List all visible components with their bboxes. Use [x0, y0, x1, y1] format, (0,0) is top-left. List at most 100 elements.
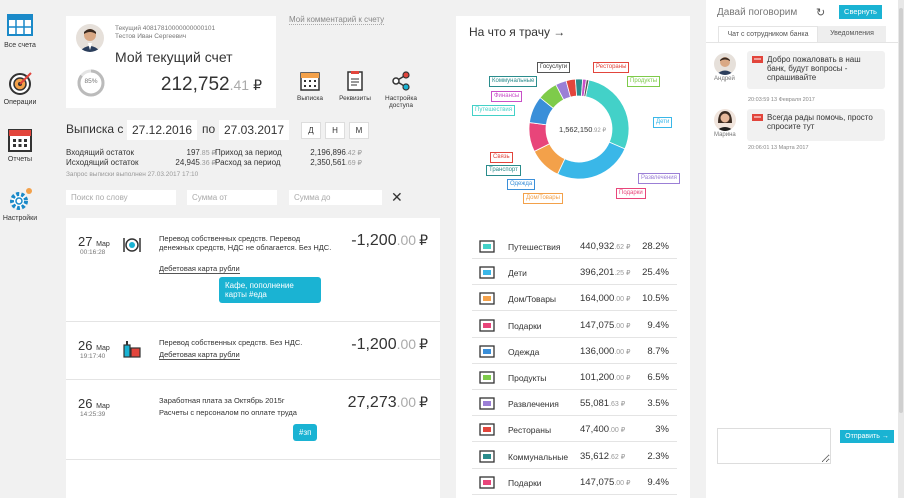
- category-name: Подарки: [508, 320, 542, 331]
- category-value: 47,400.00 ₽: [580, 424, 625, 435]
- progress-label: 85%: [84, 78, 98, 85]
- table-row[interactable]: 26 Мар 14:25:39 Заработная плата за Октя…: [66, 380, 440, 460]
- search-input[interactable]: [66, 190, 176, 205]
- category-value-int: 147,075: [580, 476, 615, 488]
- category-value-dec: .62 ₽: [614, 244, 631, 251]
- category-value: 55,081.63 ₽: [580, 398, 625, 409]
- sidebar-item-label: Отчеты: [7, 156, 33, 163]
- list-item[interactable]: Коммунальные 35,612.62 ₽ 2.3%: [472, 443, 677, 469]
- tx-date: 27 Мар: [78, 234, 110, 249]
- donut-slice[interactable]: [557, 141, 626, 180]
- donut-label: Путешествия: [472, 105, 516, 116]
- calendar-icon: [300, 72, 320, 91]
- account-card: Текущий 40817810000000000101 Тестов Иван…: [66, 16, 276, 108]
- account-owner: Тестов Иван Сергеевич: [115, 33, 187, 40]
- category-value: 147,075.00 ₽: [580, 320, 630, 331]
- account-comment-link[interactable]: Мой комментарий к счету: [289, 15, 385, 25]
- tab-bank-chat[interactable]: Чат с сотрудником банка: [718, 26, 818, 42]
- collapse-button[interactable]: Свернуть: [839, 5, 882, 19]
- list-item[interactable]: Развлечения 55,081.63 ₽ 3.5%: [472, 390, 677, 417]
- spending-title-link[interactable]: На что я трачу →: [469, 25, 566, 39]
- period-day-button[interactable]: Д: [301, 122, 321, 139]
- category-value: 164,000.00 ₽: [580, 293, 630, 304]
- donut-slice[interactable]: [583, 79, 590, 98]
- list-item[interactable]: Дом/Товары 164,000.00 ₽ 10.5%: [472, 285, 677, 312]
- tab-notifications[interactable]: Уведомления: [818, 26, 886, 42]
- graduation-cap-icon: [479, 266, 495, 279]
- list-item[interactable]: Путешествия 440,932.62 ₽ 28.2%: [472, 233, 677, 259]
- list-item[interactable]: Одежда 136,000.00 ₽ 8.7%: [472, 338, 677, 364]
- expense-value: 2,350,561.69 ₽: [310, 158, 362, 167]
- sum-to-input[interactable]: [289, 190, 382, 205]
- tx-source-link[interactable]: Дебетовая карта рубли: [159, 350, 240, 360]
- spending-total-dec: .92 ₽: [592, 128, 607, 134]
- message-bubble: Всегда рады помочь, просто спросите тут: [747, 109, 885, 141]
- income-label: Приход за период: [215, 148, 282, 157]
- list-item[interactable]: Дети 396,201.25 ₽ 25.4%: [472, 259, 677, 286]
- message-icon: [752, 114, 763, 121]
- table-row[interactable]: 26 Мар 19:17:40 Перевод собственных сред…: [66, 322, 440, 380]
- period-month-button[interactable]: М: [349, 122, 369, 139]
- tx-date: 26 Мар: [78, 338, 110, 353]
- chat-message-input[interactable]: [717, 428, 831, 464]
- list-item[interactable]: Продукты 101,200.00 ₽ 6.5%: [472, 364, 677, 390]
- category-percent: 9.4%: [647, 476, 669, 488]
- incoming-label: Входящий остаток: [66, 148, 134, 157]
- grid-icon: [7, 14, 33, 36]
- period-week-button[interactable]: Н: [325, 122, 345, 139]
- tx-amount-dec: .00: [396, 336, 417, 352]
- tx-tag[interactable]: #зп: [293, 424, 318, 441]
- category-value-dec: .00 ₽: [609, 427, 626, 435]
- balance-currency: ₽: [253, 77, 262, 93]
- list-item[interactable]: Подарки 147,075.00 ₽ 9.4%: [472, 312, 677, 338]
- list-item[interactable]: Рестораны 47,400.00 ₽ 3%: [472, 416, 677, 443]
- category-value: 136,000.00 ₽: [580, 346, 630, 357]
- requisites-button[interactable]: Реквизиты: [335, 70, 375, 102]
- date-to-input[interactable]: 27.03.2017: [219, 120, 289, 140]
- account-title: Мой текущий счет: [115, 49, 233, 65]
- list-item[interactable]: Подарки 147,075.00 ₽ 9.4%: [472, 469, 677, 495]
- tx-tag[interactable]: Кафе, пополнение карты #еда: [219, 277, 321, 303]
- category-name: Одежда: [508, 346, 540, 357]
- category-value-int: 147,075: [580, 319, 615, 331]
- category-value-int: 164,000: [580, 293, 615, 305]
- outgoing-int: 24,945: [175, 158, 200, 167]
- sidebar-item-all-accounts[interactable]: Все счета: [0, 13, 40, 49]
- tx-month: Мар: [96, 345, 110, 352]
- document-icon: [347, 71, 363, 91]
- table-row[interactable]: 27 Мар 00:16:28 Перевод собственных сред…: [66, 218, 440, 322]
- transactions-list: 27 Мар 00:16:28 Перевод собственных сред…: [66, 218, 440, 498]
- tx-currency: ₽: [419, 336, 428, 352]
- statement-request-note: Запрос выписки выполнен 27.03.2017 17:10: [66, 171, 199, 178]
- statement-button[interactable]: Выписка: [290, 70, 330, 102]
- sidebar: Все счета Операции Отчеты Настройки: [0, 0, 40, 498]
- category-percent: 28.2%: [642, 241, 669, 252]
- date-from-input[interactable]: 27.12.2016: [127, 120, 197, 140]
- sidebar-item-settings[interactable]: Настройки: [0, 186, 40, 222]
- chat-panel: Давай поговорим ↻ Свернуть Чат с сотрудн…: [706, 0, 898, 498]
- category-value: 35,612.62 ₽: [580, 451, 625, 462]
- donut-label: Дом/Товары: [523, 193, 563, 204]
- donut-slice[interactable]: [585, 79, 630, 150]
- tx-currency: ₽: [419, 232, 428, 248]
- category-value-dec: .00 ₽: [614, 322, 631, 330]
- sidebar-item-reports[interactable]: Отчеты: [0, 127, 40, 163]
- expense-dec: .69 ₽: [345, 160, 362, 167]
- tx-amount-dec: .00: [396, 232, 417, 248]
- sum-from-input[interactable]: [187, 190, 277, 205]
- tx-source-link[interactable]: Дебетовая карта рубли: [159, 264, 240, 274]
- spending-total: 1,562,150.92 ₽: [559, 125, 606, 134]
- account-number: Текущий 40817810000000000101: [115, 25, 216, 32]
- refresh-icon[interactable]: ↻: [816, 7, 826, 19]
- clear-filters-icon[interactable]: ✕: [391, 189, 403, 205]
- category-value-int: 101,200: [580, 372, 615, 383]
- send-button[interactable]: Отправить →: [840, 430, 894, 443]
- sidebar-item-operations[interactable]: Операции: [0, 70, 40, 106]
- spending-donut-chart[interactable]: [526, 76, 632, 182]
- category-percent: 10.5%: [642, 293, 669, 305]
- balance-dec: .41: [229, 77, 250, 93]
- donut-label: Связь: [490, 152, 513, 163]
- access-settings-button[interactable]: Настройка доступа: [381, 70, 421, 109]
- scrollbar-thumb[interactable]: [899, 8, 903, 413]
- expense-label: Расход за период: [215, 158, 281, 167]
